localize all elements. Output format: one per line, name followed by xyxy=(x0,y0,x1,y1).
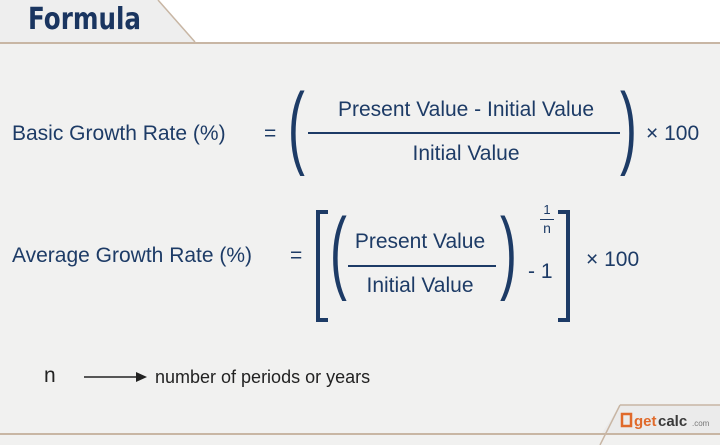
average-minus-one: - 1 xyxy=(528,260,553,283)
basic-label: Basic Growth Rate (%) xyxy=(12,122,226,145)
average-fraction-line xyxy=(348,265,496,267)
exponent-denominator: n xyxy=(543,220,551,236)
basic-fraction-line xyxy=(308,132,620,134)
svg-text:calc: calc xyxy=(658,413,687,430)
tab-shape xyxy=(0,0,196,42)
legend-description: number of periods or years xyxy=(155,367,371,387)
basic-left-paren: ( xyxy=(288,75,305,177)
average-denominator: Initial Value xyxy=(366,274,474,297)
average-left-bracket xyxy=(316,210,328,322)
average-right-paren: ) xyxy=(500,200,517,302)
average-multiplier: × 100 xyxy=(586,248,640,271)
basic-equals: = xyxy=(264,122,277,145)
average-right-bracket xyxy=(558,210,570,322)
svg-text:.com: .com xyxy=(692,419,710,428)
average-left-paren: ( xyxy=(330,200,347,302)
basic-numerator: Present Value - Initial Value xyxy=(337,98,595,121)
basic-multiplier: × 100 xyxy=(646,122,700,145)
page-title: Formula xyxy=(28,2,142,37)
exponent-fraction-line xyxy=(540,219,554,220)
average-numerator: Present Value xyxy=(354,230,486,253)
arrow-right-icon xyxy=(84,372,147,382)
getcalc-logo: get calc .com xyxy=(620,412,710,430)
basic-right-paren: ) xyxy=(620,75,637,177)
average-label: Average Growth Rate (%) xyxy=(12,244,253,267)
basic-denominator: Initial Value xyxy=(412,142,520,165)
exponent-numerator: 1 xyxy=(543,202,551,217)
footer-divider xyxy=(0,433,720,435)
legend-symbol: n xyxy=(44,364,56,387)
average-equals: = xyxy=(290,244,303,267)
svg-text:get: get xyxy=(634,413,657,430)
header-bar: Formula xyxy=(0,0,720,44)
